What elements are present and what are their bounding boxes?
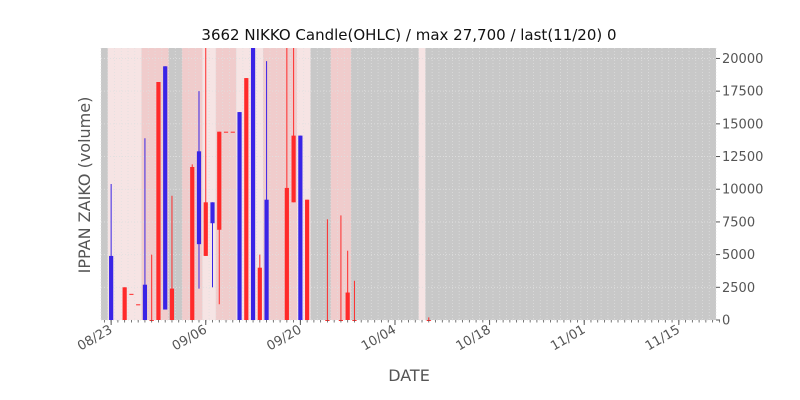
x-tick-label: 09/06: [170, 322, 210, 354]
y-tick-label: 12500: [722, 150, 763, 165]
candle: [291, 48, 296, 203]
candle-body: [264, 199, 269, 320]
candle-body: [142, 284, 148, 320]
background-band: [418, 48, 426, 320]
background-band: [330, 48, 352, 320]
candle-body: [156, 82, 161, 320]
candle: [217, 131, 222, 305]
background-band: [263, 48, 297, 320]
candle-body: [257, 267, 262, 320]
y-tick-label: 7500: [722, 215, 755, 230]
y-tick-label: 2500: [722, 281, 755, 296]
y-axis: 0 2500 5000 7500 10000 12500 15000 17500 20000: [716, 52, 763, 329]
candle: [237, 112, 242, 320]
grid-lines: [100, 48, 717, 321]
candle: [136, 304, 141, 306]
y-tick-label: 0: [722, 314, 730, 329]
candle: [250, 48, 256, 320]
candle: [305, 199, 310, 320]
candle: [129, 293, 134, 295]
y-tick-label: 15000: [722, 117, 763, 132]
candle: [223, 131, 229, 133]
candle-body: [345, 292, 350, 320]
candle: [196, 91, 202, 289]
candle: [244, 78, 249, 320]
candle-body: [169, 288, 175, 320]
candle: [122, 287, 127, 320]
candle-body: [291, 135, 296, 203]
candle: [230, 131, 235, 133]
x-tick-label: 10/04: [359, 322, 399, 354]
candle-body: [163, 66, 168, 310]
candle: [284, 48, 289, 320]
candle: [203, 48, 208, 256]
candle: [109, 184, 114, 320]
x-tick-label: 08/23: [75, 322, 115, 354]
candle-body: [284, 187, 289, 320]
candle-body: [210, 202, 215, 224]
y-axis-label: IPPAN ZAIKO (volume): [75, 97, 94, 274]
y-tick-label: 17500: [722, 85, 763, 100]
candle-body: [109, 255, 114, 320]
candle-body: [223, 131, 229, 133]
y-tick-label: 5000: [722, 248, 755, 263]
y-tick-label: 20000: [722, 52, 763, 67]
candle: [142, 138, 148, 320]
candle: [345, 250, 350, 320]
candle: [298, 135, 303, 320]
y-tick-label: 10000: [722, 183, 763, 198]
candle-body: [250, 48, 256, 320]
candle: [169, 195, 175, 320]
candle-body: [203, 202, 208, 256]
x-tick-label: 11/15: [643, 322, 683, 354]
candle-body: [237, 112, 242, 320]
candle: [257, 254, 262, 320]
candle: [210, 202, 215, 288]
candle-body: [129, 293, 134, 295]
candle-body: [217, 131, 222, 230]
x-tick-label: 10/18: [454, 322, 494, 354]
candle: [190, 164, 195, 320]
x-tick-label: 09/20: [264, 322, 304, 354]
background-band: [215, 48, 237, 320]
candle-body: [136, 304, 141, 306]
candle: [156, 82, 161, 320]
candle-body: [244, 78, 249, 320]
x-tick-label: 11/01: [548, 322, 588, 354]
candle-body: [196, 151, 202, 245]
candle: [264, 61, 269, 320]
chart-title: 3662 NIKKO Candle(OHLC) / max 27,700 / l…: [201, 26, 616, 44]
candle-body: [298, 135, 303, 320]
candle-body: [305, 199, 310, 320]
candles: [109, 48, 431, 321]
candle-body: [190, 167, 195, 320]
candle: [163, 66, 168, 310]
candle-body: [230, 131, 235, 133]
x-axis-label: DATE: [388, 366, 430, 385]
candle-body: [122, 287, 127, 320]
x-axis: 08/23 09/06 09/20 10/04 10/18 11/01 11/15: [75, 320, 720, 354]
